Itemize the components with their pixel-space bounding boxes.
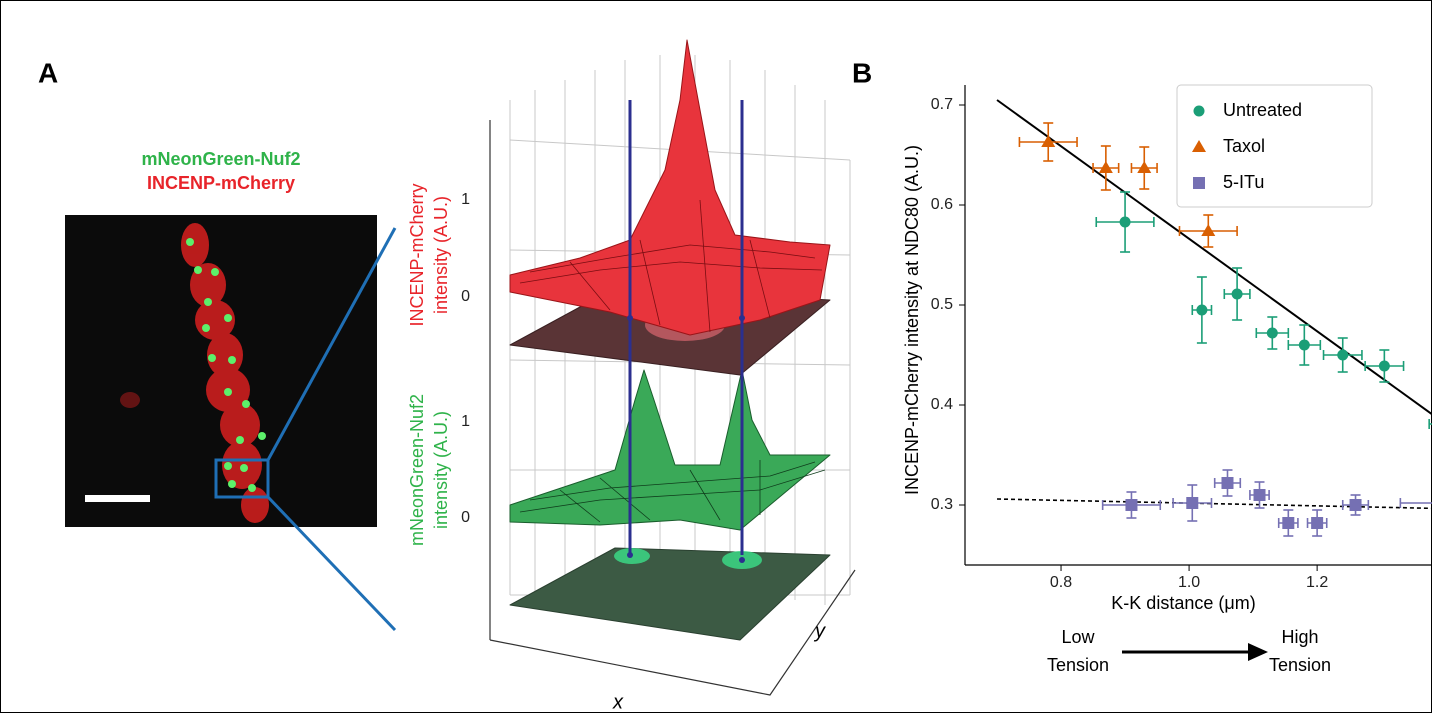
marker (1253, 489, 1266, 501)
annotation: Low (1061, 627, 1095, 647)
fit-line (996, 99, 1432, 416)
scatter-chart: 0.30.40.50.60.70.81.01.21.4K-K distance … (902, 84, 1432, 675)
x-tick-label: 1.2 (1306, 574, 1328, 591)
y-tick-label: 0.4 (931, 396, 953, 413)
legend-label: Taxol (1223, 136, 1265, 156)
x-axis-label: K-K distance (μm) (1111, 593, 1255, 613)
marker (1298, 339, 1310, 351)
marker (1193, 177, 1205, 189)
y-tick-label: 0.6 (931, 196, 953, 213)
x-error-bar (1428, 419, 1432, 429)
image-label: INCENP-mCherry (147, 173, 295, 193)
marker (1231, 288, 1243, 300)
marker (1266, 327, 1278, 339)
z-tick-label: 0 (461, 288, 470, 305)
y-tick-label: 0.3 (931, 496, 953, 513)
annotation: Tension (1047, 655, 1109, 675)
marker (1221, 477, 1234, 489)
surface-plot (489, 39, 856, 696)
panel-label: A (38, 57, 58, 88)
y-axis-label: y (813, 620, 826, 642)
marker (1349, 499, 1362, 511)
marker (1098, 161, 1113, 173)
legend-label: Untreated (1223, 100, 1302, 120)
fit-line (996, 498, 1432, 510)
marker (1378, 360, 1390, 372)
marker (1193, 105, 1205, 117)
annotation: High (1281, 627, 1318, 647)
micrograph (65, 215, 397, 632)
z-axis-label: intensity (A.U.) (431, 196, 451, 314)
marker (1119, 216, 1131, 228)
legend-label: 5-ITu (1223, 172, 1264, 192)
z-axis-label: intensity (A.U.) (431, 411, 451, 529)
z-axis-label: INCENP-mCherry (407, 183, 427, 326)
marker (1201, 224, 1216, 236)
x-error-bar (1399, 498, 1432, 508)
marker (1196, 304, 1208, 316)
arrow-head (1248, 643, 1268, 661)
marker (1192, 140, 1206, 152)
z-tick-label: 1 (461, 413, 470, 430)
panel-label: B (852, 57, 872, 88)
marker (1311, 517, 1324, 529)
x-axis-label: x (612, 691, 624, 713)
x-tick-label: 0.8 (1050, 574, 1072, 591)
marker (1282, 517, 1295, 529)
y-tick-label: 0.5 (931, 296, 953, 313)
y-tick-label: 0.7 (931, 96, 953, 113)
z-axis-label: mNeonGreen-Nuf2 (407, 394, 427, 546)
annotation: Tension (1269, 655, 1331, 675)
x-tick-label: 1.0 (1178, 574, 1200, 591)
marker (1186, 497, 1199, 509)
marker (1337, 349, 1349, 361)
legend-box (1176, 84, 1373, 208)
marker (1125, 499, 1138, 511)
y-axis-label: INCENP-mCherry intensity at NDC80 (A.U.) (902, 145, 922, 495)
z-tick-label: 0 (461, 509, 470, 526)
marker (1041, 135, 1056, 147)
marker (1137, 161, 1152, 173)
image-label: mNeonGreen-Nuf2 (141, 149, 300, 169)
z-tick-label: 1 (461, 191, 470, 208)
